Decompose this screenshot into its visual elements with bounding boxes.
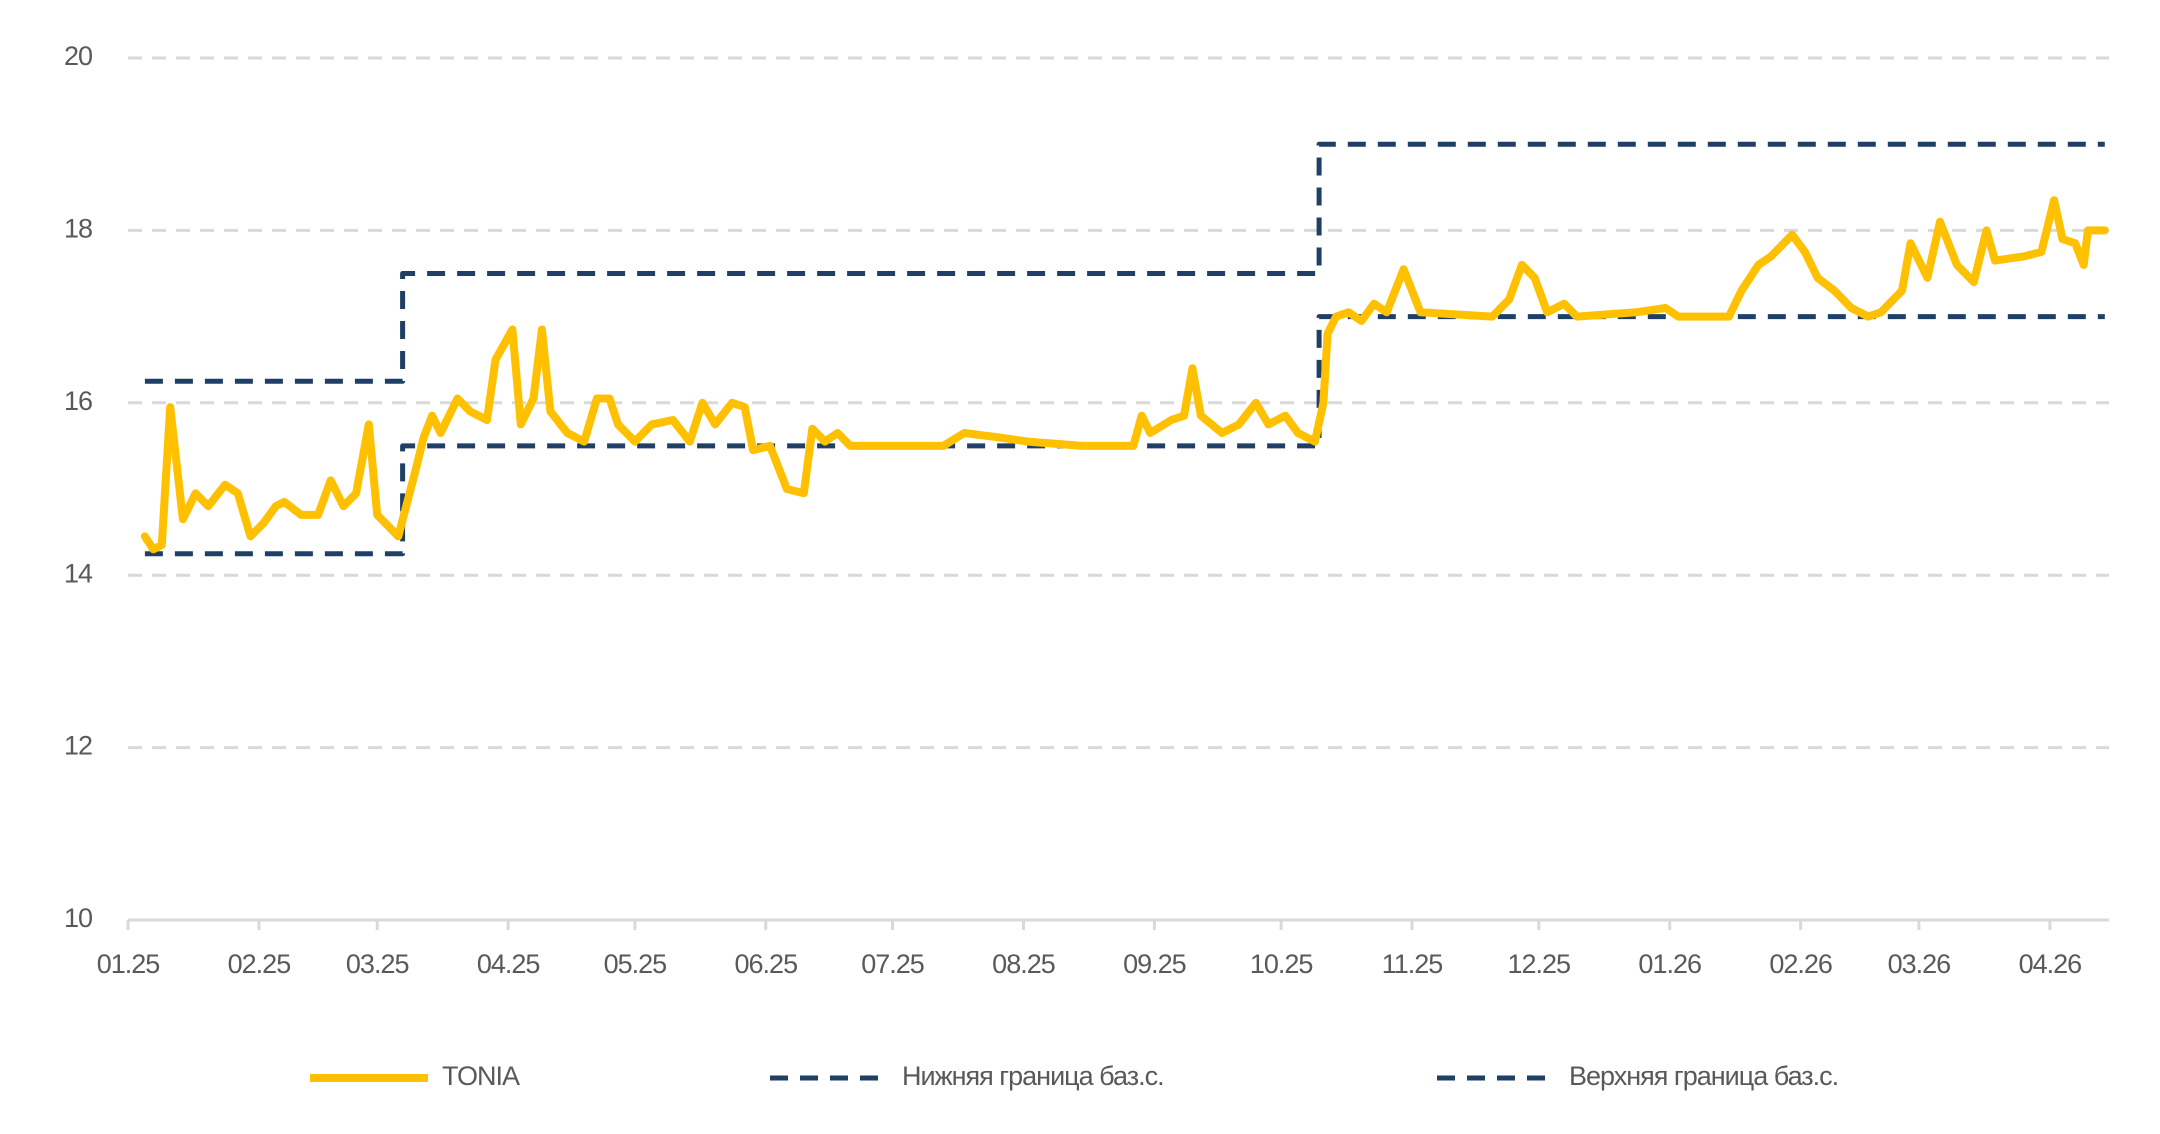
x-tick-label: 03.25 [346,949,409,979]
x-tick-label: 01.25 [97,949,160,979]
x-tick-label: 10.25 [1250,949,1313,979]
y-tick-label: 16 [64,386,92,416]
x-tick-label: 01.26 [1638,949,1701,979]
legend-label: Верхняя граница баз.с. [1569,1061,1838,1091]
legend-label: Нижняя граница баз.с. [902,1061,1164,1091]
x-tick-label: 06.25 [735,949,798,979]
x-tick-label: 07.25 [861,949,924,979]
x-tick-label: 02.26 [1769,949,1832,979]
x-tick-label: 05.25 [604,949,667,979]
y-tick-label: 12 [64,731,92,761]
x-tick-label: 04.25 [477,949,540,979]
x-tick-label: 03.26 [1888,949,1951,979]
x-tick-label: 08.25 [992,949,1055,979]
x-tick-label: 04.26 [2019,949,2082,979]
x-tick-label: 02.25 [228,949,291,979]
y-tick-label: 20 [64,41,92,71]
x-tick-label: 12.25 [1507,949,1570,979]
legend-label: TONIA [442,1061,520,1091]
y-tick-label: 18 [64,214,92,244]
y-tick-label: 14 [64,558,93,588]
line-series [140,196,2109,554]
y-tick-label: 10 [64,903,92,933]
x-tick-label: 09.25 [1123,949,1186,979]
line-series [144,141,2105,384]
x-tick-label: 11.25 [1382,949,1443,979]
